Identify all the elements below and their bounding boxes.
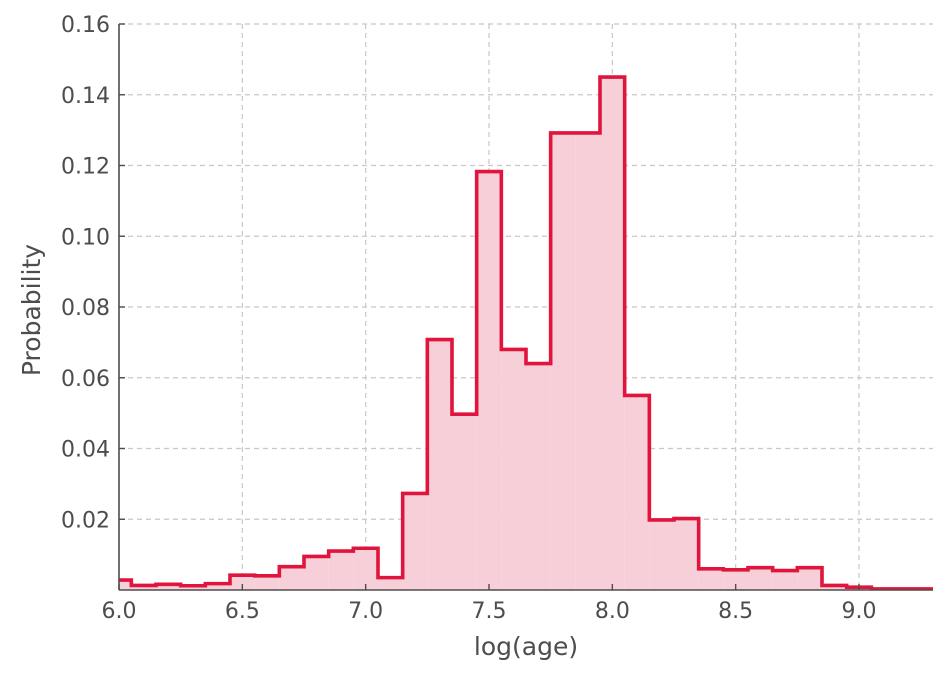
x-tick-label: 6.0 xyxy=(102,599,137,624)
x-tick-label: 7.0 xyxy=(348,599,383,624)
y-tick-label: 0.02 xyxy=(61,508,110,533)
x-axis-title: log(age) xyxy=(474,632,578,661)
histogram-step-line xyxy=(119,75,933,590)
histogram-bar xyxy=(649,519,674,590)
histogram-bars xyxy=(119,75,933,590)
histogram-bar xyxy=(550,132,576,590)
y-tick-label: 0.06 xyxy=(61,367,110,392)
histogram-bar xyxy=(476,171,502,590)
histogram-bar xyxy=(402,493,428,590)
histogram-bar xyxy=(180,585,206,590)
histogram-bar xyxy=(254,575,280,590)
histogram-bar xyxy=(119,580,132,590)
grid xyxy=(119,23,933,590)
histogram-bar xyxy=(797,567,822,590)
y-tick-label: 0.12 xyxy=(61,155,110,180)
histogram-bar xyxy=(131,585,156,590)
histogram-bar xyxy=(526,363,551,590)
histogram-bar xyxy=(230,575,255,590)
y-axis-title: Probability xyxy=(17,244,46,376)
histogram-bar xyxy=(304,556,329,590)
x-tick-label: 9.0 xyxy=(842,599,877,624)
histogram-bar xyxy=(452,414,477,590)
x-tick-label: 8.5 xyxy=(718,599,753,624)
histogram-bar xyxy=(353,548,378,590)
histogram-bar xyxy=(624,395,650,590)
histogram-bar xyxy=(427,339,452,590)
histogram-bar xyxy=(748,567,773,590)
tick-labels: 6.0 6.5 7.0 7.5 8.0 8.5 9.0 0.02 0.04 0.06 0.08 0.1… xyxy=(61,13,876,624)
histogram-bar xyxy=(674,518,699,590)
histogram-bar xyxy=(698,568,724,590)
axes xyxy=(118,23,933,591)
histogram-bar xyxy=(328,551,354,590)
y-tick-label: 0.10 xyxy=(61,225,110,250)
histogram-bar xyxy=(575,132,600,590)
histogram-bar xyxy=(279,566,304,590)
histogram-bar xyxy=(822,585,847,590)
histogram-bar xyxy=(501,349,526,590)
x-tick-label: 7.5 xyxy=(472,599,507,624)
histogram-bar xyxy=(723,569,748,590)
y-tick-label: 0.08 xyxy=(61,296,110,321)
histogram-bar xyxy=(205,583,230,590)
histogram-bar xyxy=(156,584,181,590)
y-tick-label: 0.14 xyxy=(61,84,110,109)
histogram-bar xyxy=(772,570,798,590)
y-tick-label: 0.04 xyxy=(61,438,110,463)
x-tick-label: 8.0 xyxy=(595,599,630,624)
histogram-bar xyxy=(600,77,625,590)
y-tick-label: 0.16 xyxy=(61,13,110,38)
histogram-bar xyxy=(378,577,403,590)
x-tick-label: 6.5 xyxy=(225,599,260,624)
